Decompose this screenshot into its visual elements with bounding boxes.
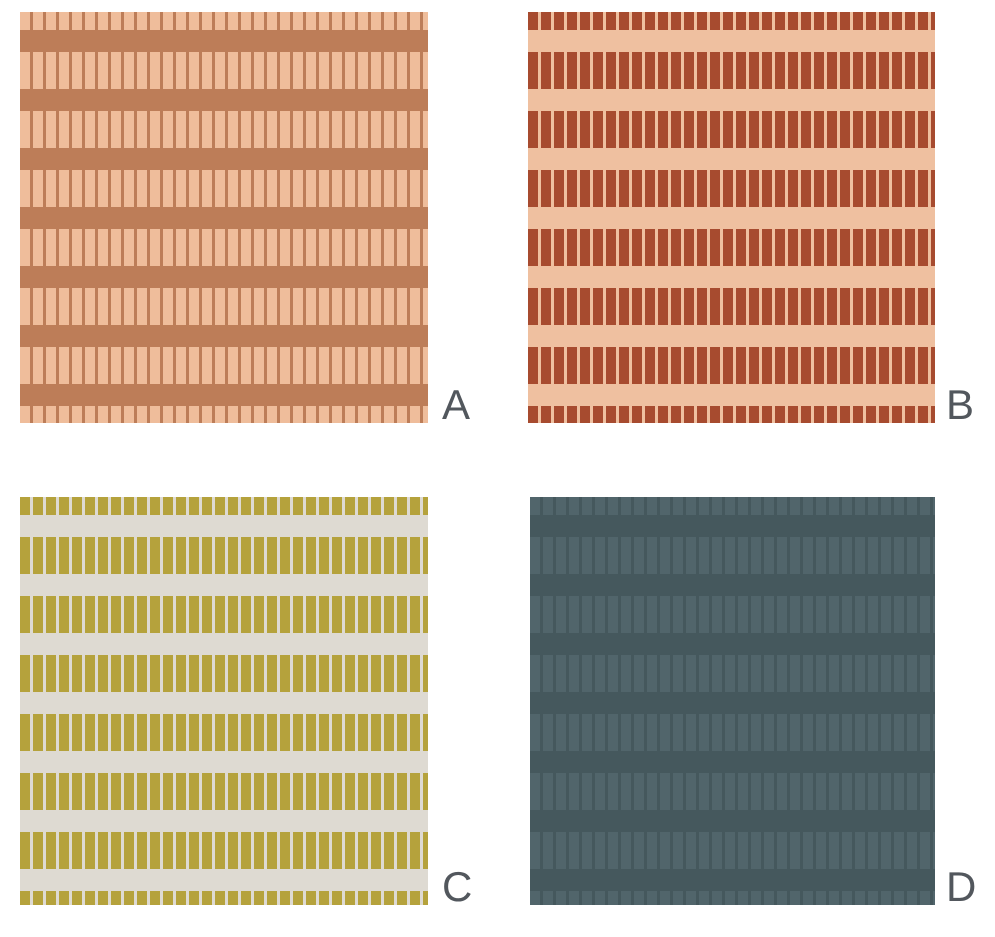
panel-label-c: C <box>442 863 473 910</box>
pattern-swatch-b <box>528 12 935 423</box>
pattern-swatch-a <box>20 12 428 423</box>
pattern-swatch-c <box>20 497 428 905</box>
panel-label-a: A <box>442 381 471 428</box>
panel-label-d: D <box>946 863 977 910</box>
pattern-swatch-d <box>530 497 935 905</box>
panel-label-b: B <box>946 381 975 428</box>
